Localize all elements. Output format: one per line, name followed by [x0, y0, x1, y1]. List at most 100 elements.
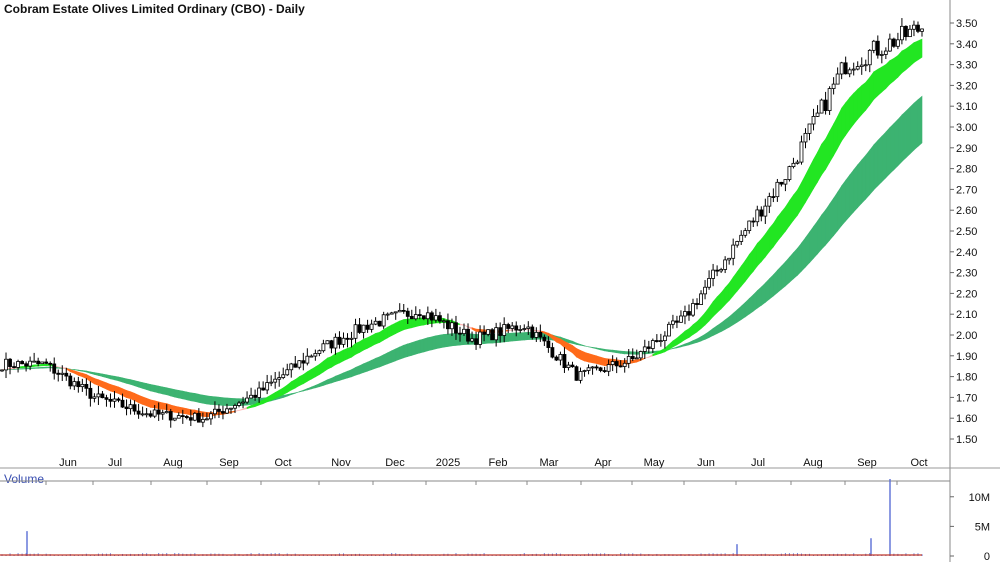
long-term-band-segment	[427, 336, 433, 352]
candle-body	[823, 99, 828, 111]
candle-body	[598, 367, 603, 371]
x-tick-label: 2025	[436, 457, 460, 469]
y-tick-label: 2.30	[956, 268, 977, 280]
candle-body	[751, 220, 756, 223]
short-term-band-segment	[648, 353, 654, 358]
candle	[269, 375, 274, 387]
long-term-band-segment	[206, 395, 212, 405]
y-tick-label: 2.60	[956, 205, 977, 217]
long-term-band-segment	[913, 99, 919, 151]
candle-body	[417, 314, 422, 317]
x-tick-label: Apr	[594, 457, 611, 469]
short-term-band-segment	[335, 351, 340, 366]
candle-body	[843, 62, 848, 75]
long-term-band-segment	[777, 265, 782, 294]
long-term-band-segment	[845, 174, 850, 222]
candle-body	[369, 323, 374, 330]
long-term-band-segment	[708, 327, 714, 339]
candle-body	[703, 286, 707, 295]
candle-body	[365, 324, 370, 330]
long-term-band-segment	[676, 345, 682, 349]
short-term-band-segment	[897, 50, 903, 79]
candle	[811, 108, 816, 131]
long-term-band-segment	[250, 398, 256, 405]
candle	[285, 363, 290, 377]
candle-body	[217, 408, 221, 412]
short-term-band-segment	[234, 409, 240, 413]
long-term-band-segment	[773, 269, 778, 297]
candle-body	[221, 411, 225, 414]
long-term-band-segment	[688, 340, 694, 346]
candle-body	[16, 361, 20, 368]
candle-body	[273, 378, 278, 383]
candle	[586, 364, 591, 375]
candle	[409, 309, 414, 320]
candle	[634, 349, 639, 360]
candle-body	[867, 49, 872, 66]
short-term-band-segment	[744, 253, 750, 283]
y-tick-label: 3.30	[956, 60, 977, 72]
candle	[606, 359, 611, 377]
candle	[442, 318, 446, 329]
candle-body	[317, 350, 322, 354]
candle-body	[506, 324, 511, 329]
candle	[12, 362, 16, 369]
candle	[687, 304, 691, 321]
candle-body	[538, 331, 543, 338]
candle-body	[482, 331, 486, 335]
long-term-band-segment	[865, 149, 871, 200]
long-term-band-segment	[608, 349, 613, 353]
candle-body	[863, 64, 868, 67]
short-term-band-segment	[383, 326, 388, 341]
candle-body	[807, 123, 812, 134]
candle-body	[148, 413, 153, 417]
short-term-band-segment	[636, 358, 642, 363]
short-term-band-segment	[680, 330, 686, 343]
short-term-band-segment	[246, 405, 252, 410]
candle	[498, 322, 503, 343]
chart-title: Cobram Estate Olives Limited Ordinary (C…	[4, 2, 305, 16]
short-term-band-segment	[166, 403, 172, 412]
short-term-band-segment	[298, 374, 304, 387]
candle-body	[108, 398, 113, 402]
x-tick-label: Oct	[274, 457, 291, 469]
short-term-band-segment	[632, 359, 638, 364]
long-term-band-segment	[612, 349, 617, 354]
long-term-band-segment	[893, 118, 899, 171]
long-term-band-segment	[861, 154, 867, 204]
candle-body	[349, 337, 354, 340]
long-term-band-segment	[186, 391, 192, 402]
candle	[654, 334, 659, 343]
candle-body	[719, 269, 724, 272]
candle	[731, 238, 736, 266]
short-term-band-segment	[797, 182, 802, 217]
long-term-band-segment	[873, 139, 879, 191]
y-tick-label: 3.00	[956, 122, 977, 134]
candle	[590, 366, 595, 375]
short-term-band-segment	[724, 282, 730, 306]
long-term-band-segment	[170, 388, 176, 398]
candle	[325, 340, 330, 345]
long-term-band-segment	[724, 316, 730, 330]
candle-body	[329, 340, 334, 349]
long-term-band-segment	[704, 330, 710, 340]
candle	[482, 325, 486, 342]
short-term-band-segment	[692, 321, 698, 336]
candle-body	[389, 312, 394, 315]
candle	[843, 56, 848, 75]
candle-body	[462, 328, 466, 334]
short-term-band-segment	[403, 318, 409, 331]
short-term-band-segment	[592, 354, 597, 364]
candle-body	[799, 141, 804, 163]
candle-body	[691, 303, 695, 316]
candle	[100, 390, 105, 399]
candle	[506, 322, 511, 334]
y-tick-label: 3.10	[956, 101, 977, 113]
candle	[602, 366, 607, 373]
candle-body	[164, 411, 169, 414]
short-term-band-segment	[536, 329, 541, 333]
candle-body	[28, 360, 33, 367]
candle	[140, 406, 145, 417]
long-term-band-segment	[628, 351, 634, 355]
candle-body	[32, 360, 37, 363]
